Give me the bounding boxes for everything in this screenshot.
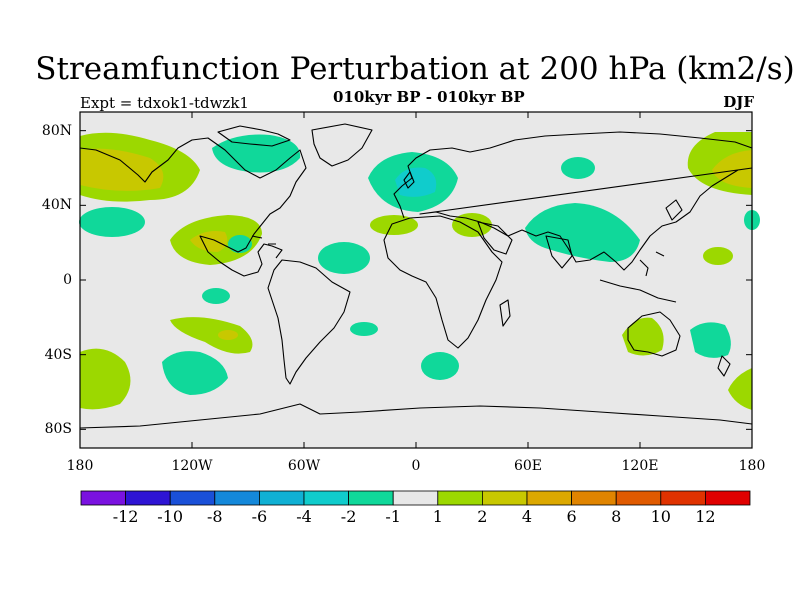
colorbar-label: -1 <box>385 507 401 526</box>
plot-subtitle: 010kyr BP - 010kyr BP <box>333 88 525 106</box>
contour-patch-spacific-low <box>162 351 228 395</box>
coastline-greenland <box>311 123 373 167</box>
colorbar-swatch <box>214 490 260 506</box>
coastline-se-asia <box>599 251 677 303</box>
contour-patch-mideast <box>452 213 492 237</box>
coastline-japan <box>665 199 683 221</box>
coastline-madagascar <box>499 299 511 327</box>
y-tick-label: 0 <box>63 272 72 288</box>
colorbar-label: 4 <box>521 507 533 526</box>
season-label: DJF <box>723 93 754 111</box>
colorbar-swatch <box>660 490 706 506</box>
coastline-caribbean <box>251 235 276 245</box>
x-tick-label: 60W <box>287 458 321 474</box>
colorbar-swatch <box>348 490 394 506</box>
coastline-australia <box>627 311 681 357</box>
contour-patch-caribbean-core <box>190 231 228 252</box>
contour-patch-npacific-core <box>80 148 164 191</box>
colorbar-label: -4 <box>296 507 312 526</box>
contour-patch-satlantic <box>350 322 378 336</box>
x-tick-label: 120W <box>171 458 213 474</box>
colorbar-label: -2 <box>340 507 357 526</box>
coastline-britain <box>403 171 415 189</box>
colorbar-swatch <box>303 490 349 506</box>
contour-patch-wpacific <box>79 207 145 237</box>
colorbar-label: 8 <box>611 507 622 526</box>
contour-patch-tropatlantic <box>318 242 370 274</box>
coastline-eurasia <box>393 131 753 271</box>
coastline-south-america <box>267 259 351 385</box>
contour-patch-australia <box>622 317 664 356</box>
colorbar-label: -10 <box>157 507 184 526</box>
coastline-africa <box>383 215 503 349</box>
colorbar-label: 6 <box>566 507 577 526</box>
colorbar-swatch <box>125 490 171 506</box>
coastline-antarctica <box>79 403 753 429</box>
plot-title: Streamfunction Perturbation at 200 hPa (… <box>35 51 795 87</box>
colorbar <box>80 490 751 506</box>
colorbar-label: 10 <box>650 507 671 526</box>
colorbar-swatch <box>258 490 305 506</box>
colorbar-swatch <box>571 490 617 506</box>
coastline-arctic-islands <box>217 125 291 147</box>
colorbar-swatch <box>705 490 751 506</box>
contour-patch-spacific-band <box>170 317 253 354</box>
contour-patch-tropwpacific <box>703 247 733 265</box>
contour-patch-siberia <box>561 157 595 179</box>
colorbar-swatch <box>526 490 572 506</box>
colorbar-swatch <box>169 490 216 506</box>
contour-fills <box>79 132 760 410</box>
colorbar-label: 2 <box>477 507 488 526</box>
contour-patch-soc-left <box>80 348 131 410</box>
contour-patch-tasman <box>690 322 731 358</box>
experiment-label: Expt = tdxok1-tdwzk1 <box>80 94 249 112</box>
y-tick-label: 40N <box>41 197 72 214</box>
coastline-india <box>545 235 573 269</box>
contour-patch-spacific-small <box>202 288 230 304</box>
y-tick-label: 80N <box>41 122 72 139</box>
coastlines <box>79 123 753 429</box>
coastline-new-zealand <box>717 355 731 377</box>
colorbar-label: -8 <box>207 507 223 526</box>
y-axis-ticks <box>80 130 752 430</box>
contour-patch-nafrica <box>370 215 418 235</box>
contour-patch-europe-core <box>395 167 437 197</box>
contour-patch-sasia <box>525 203 640 262</box>
x-tick-label: 0 <box>411 458 421 474</box>
x-axis-ticks <box>79 112 753 448</box>
coastline-north-america <box>79 137 307 277</box>
coastline-arabia <box>477 221 513 255</box>
colorbar-label: -6 <box>251 507 268 526</box>
x-tick-label: 60E <box>513 458 543 474</box>
colorbar-swatch <box>80 490 126 506</box>
colorbar-swatch <box>615 490 662 506</box>
contour-patch-satlantic2 <box>421 352 459 380</box>
contour-patch-soc-right <box>728 368 752 410</box>
contour-patch-nepacific-core <box>712 150 752 188</box>
y-tick-label: 80S <box>44 421 72 438</box>
colorbar-swatch <box>481 490 528 506</box>
y-tick-label: 40S <box>44 346 72 363</box>
colorbar-label: 1 <box>432 507 443 526</box>
x-tick-label: 120E <box>621 458 659 474</box>
colorbar-swatch <box>437 490 483 506</box>
x-tick-label: 180 <box>738 458 766 474</box>
x-tick-label: 180 <box>66 458 94 474</box>
contour-patch-spacific-core <box>218 330 238 340</box>
colorbar-swatch <box>392 490 439 506</box>
colorbar-label: 12 <box>695 507 716 526</box>
colorbar-label: -12 <box>112 507 139 526</box>
